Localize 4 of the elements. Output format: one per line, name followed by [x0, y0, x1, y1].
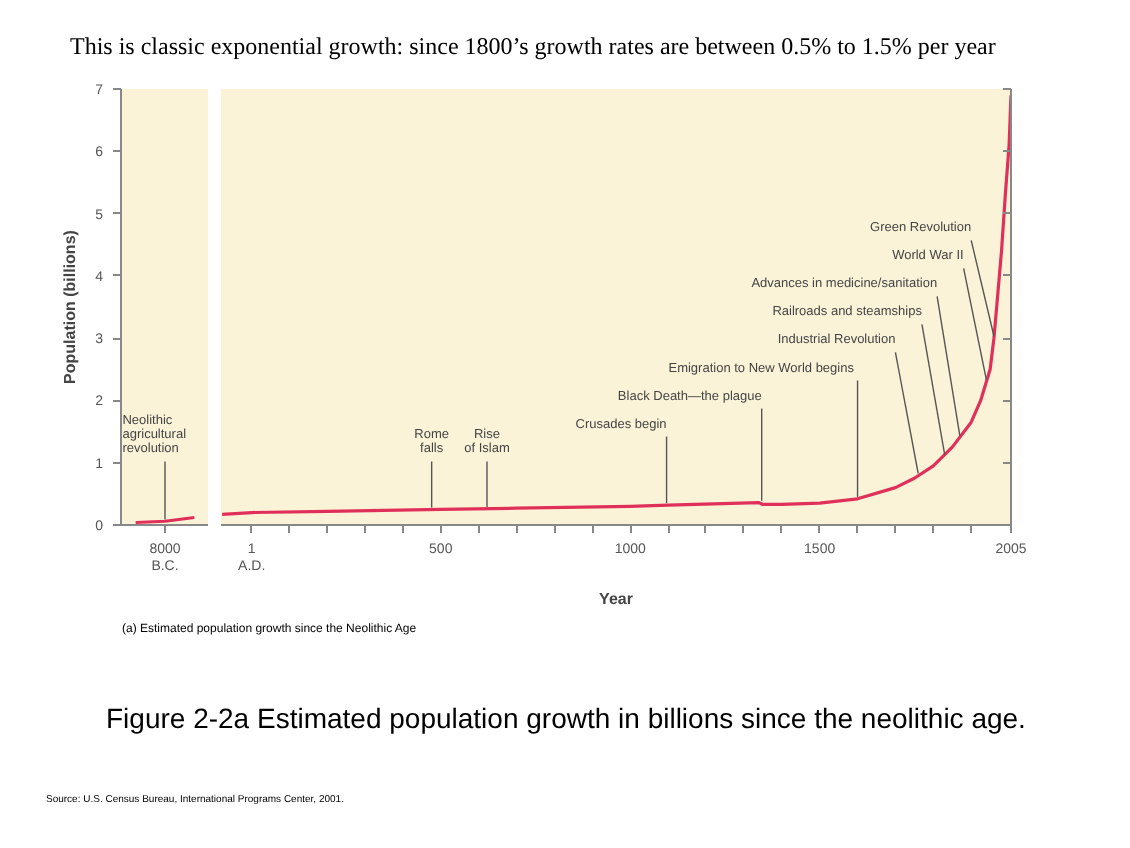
text: This is classic exponential growth: since 1800’s growth rates are between 0.5% to 1.5% per year [70, 30, 996, 64]
y-axis-title: Population (billions) [61, 229, 80, 384]
caption: Figure 2-2a Estimated population growth in billions since the neolithic age. [106, 700, 1026, 738]
x-axis-title: Year [599, 589, 633, 608]
